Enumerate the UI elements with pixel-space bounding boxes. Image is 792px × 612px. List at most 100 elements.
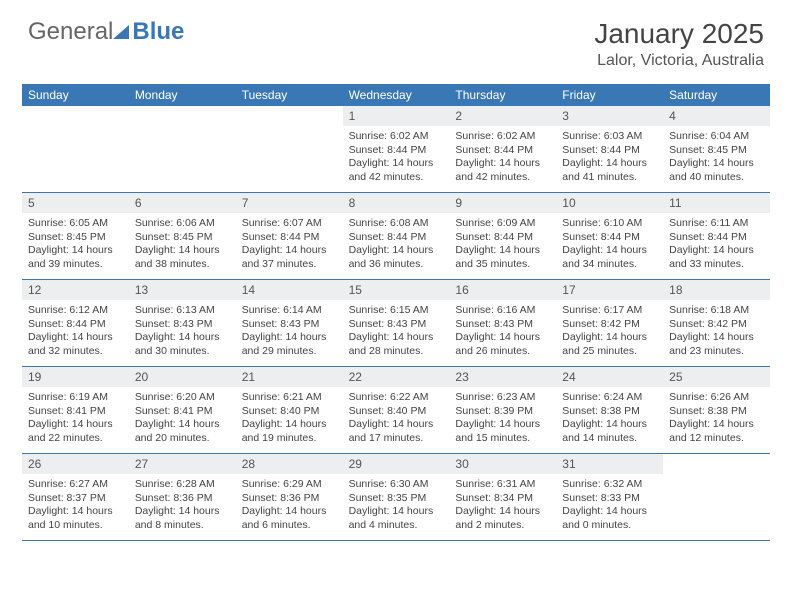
day-body: Sunrise: 6:30 AMSunset: 8:35 PMDaylight:… (343, 474, 450, 539)
day-number: 3 (556, 106, 663, 126)
day-cell: 10Sunrise: 6:10 AMSunset: 8:44 PMDayligh… (556, 193, 663, 279)
day-cell: 28Sunrise: 6:29 AMSunset: 8:36 PMDayligh… (236, 454, 343, 540)
week-row: 1Sunrise: 6:02 AMSunset: 8:44 PMDaylight… (22, 106, 770, 193)
day-body: Sunrise: 6:07 AMSunset: 8:44 PMDaylight:… (236, 213, 343, 278)
week-row: 5Sunrise: 6:05 AMSunset: 8:45 PMDaylight… (22, 193, 770, 280)
day-cell: 18Sunrise: 6:18 AMSunset: 8:42 PMDayligh… (663, 280, 770, 366)
day-body: Sunrise: 6:03 AMSunset: 8:44 PMDaylight:… (556, 126, 663, 191)
day-cell: 3Sunrise: 6:03 AMSunset: 8:44 PMDaylight… (556, 106, 663, 192)
day-header: Monday (129, 84, 236, 106)
day-number: 26 (22, 454, 129, 474)
day-number: 22 (343, 367, 450, 387)
day-number: 27 (129, 454, 236, 474)
day-cell: 12Sunrise: 6:12 AMSunset: 8:44 PMDayligh… (22, 280, 129, 366)
day-cell: 25Sunrise: 6:26 AMSunset: 8:38 PMDayligh… (663, 367, 770, 453)
day-cell: 15Sunrise: 6:15 AMSunset: 8:43 PMDayligh… (343, 280, 450, 366)
day-body: Sunrise: 6:12 AMSunset: 8:44 PMDaylight:… (22, 300, 129, 365)
day-body: Sunrise: 6:16 AMSunset: 8:43 PMDaylight:… (449, 300, 556, 365)
day-cell: 6Sunrise: 6:06 AMSunset: 8:45 PMDaylight… (129, 193, 236, 279)
day-cell: 17Sunrise: 6:17 AMSunset: 8:42 PMDayligh… (556, 280, 663, 366)
day-number: 9 (449, 193, 556, 213)
day-body: Sunrise: 6:04 AMSunset: 8:45 PMDaylight:… (663, 126, 770, 191)
day-cell: 21Sunrise: 6:21 AMSunset: 8:40 PMDayligh… (236, 367, 343, 453)
day-cell: 5Sunrise: 6:05 AMSunset: 8:45 PMDaylight… (22, 193, 129, 279)
day-number: 11 (663, 193, 770, 213)
day-body: Sunrise: 6:05 AMSunset: 8:45 PMDaylight:… (22, 213, 129, 278)
day-cell (22, 106, 129, 192)
day-number: 6 (129, 193, 236, 213)
day-cell: 20Sunrise: 6:20 AMSunset: 8:41 PMDayligh… (129, 367, 236, 453)
day-header: Sunday (22, 84, 129, 106)
day-body: Sunrise: 6:09 AMSunset: 8:44 PMDaylight:… (449, 213, 556, 278)
day-cell (129, 106, 236, 192)
day-body: Sunrise: 6:19 AMSunset: 8:41 PMDaylight:… (22, 387, 129, 452)
month-title: January 2025 (594, 18, 764, 50)
day-cell: 29Sunrise: 6:30 AMSunset: 8:35 PMDayligh… (343, 454, 450, 540)
day-number: 19 (22, 367, 129, 387)
day-number: 25 (663, 367, 770, 387)
logo-text-blue: Blue (132, 18, 184, 46)
header: General Blue January 2025 Lalor, Victori… (0, 0, 792, 76)
day-cell (663, 454, 770, 540)
day-cell: 23Sunrise: 6:23 AMSunset: 8:39 PMDayligh… (449, 367, 556, 453)
day-body: Sunrise: 6:31 AMSunset: 8:34 PMDaylight:… (449, 474, 556, 539)
day-cell: 2Sunrise: 6:02 AMSunset: 8:44 PMDaylight… (449, 106, 556, 192)
day-number: 8 (343, 193, 450, 213)
day-number: 14 (236, 280, 343, 300)
day-body: Sunrise: 6:14 AMSunset: 8:43 PMDaylight:… (236, 300, 343, 365)
day-header: Friday (556, 84, 663, 106)
day-number: 24 (556, 367, 663, 387)
day-number: 4 (663, 106, 770, 126)
day-body: Sunrise: 6:02 AMSunset: 8:44 PMDaylight:… (449, 126, 556, 191)
day-number: 31 (556, 454, 663, 474)
day-body: Sunrise: 6:10 AMSunset: 8:44 PMDaylight:… (556, 213, 663, 278)
location: Lalor, Victoria, Australia (594, 52, 764, 70)
day-body: Sunrise: 6:18 AMSunset: 8:42 PMDaylight:… (663, 300, 770, 365)
day-header: Saturday (663, 84, 770, 106)
week-row: 19Sunrise: 6:19 AMSunset: 8:41 PMDayligh… (22, 367, 770, 454)
day-cell: 8Sunrise: 6:08 AMSunset: 8:44 PMDaylight… (343, 193, 450, 279)
day-body: Sunrise: 6:29 AMSunset: 8:36 PMDaylight:… (236, 474, 343, 539)
day-number: 18 (663, 280, 770, 300)
day-number: 2 (449, 106, 556, 126)
day-body: Sunrise: 6:11 AMSunset: 8:44 PMDaylight:… (663, 213, 770, 278)
day-header: Wednesday (343, 84, 450, 106)
day-number: 12 (22, 280, 129, 300)
weeks-container: 1Sunrise: 6:02 AMSunset: 8:44 PMDaylight… (22, 106, 770, 541)
day-cell: 19Sunrise: 6:19 AMSunset: 8:41 PMDayligh… (22, 367, 129, 453)
day-body: Sunrise: 6:27 AMSunset: 8:37 PMDaylight:… (22, 474, 129, 539)
day-cell: 27Sunrise: 6:28 AMSunset: 8:36 PMDayligh… (129, 454, 236, 540)
day-body: Sunrise: 6:13 AMSunset: 8:43 PMDaylight:… (129, 300, 236, 365)
day-body: Sunrise: 6:06 AMSunset: 8:45 PMDaylight:… (129, 213, 236, 278)
day-number: 7 (236, 193, 343, 213)
day-number: 29 (343, 454, 450, 474)
day-body: Sunrise: 6:21 AMSunset: 8:40 PMDaylight:… (236, 387, 343, 452)
day-cell: 14Sunrise: 6:14 AMSunset: 8:43 PMDayligh… (236, 280, 343, 366)
week-row: 26Sunrise: 6:27 AMSunset: 8:37 PMDayligh… (22, 454, 770, 541)
day-body: Sunrise: 6:23 AMSunset: 8:39 PMDaylight:… (449, 387, 556, 452)
logo-triangle-icon (113, 25, 129, 39)
day-number: 30 (449, 454, 556, 474)
day-cell: 9Sunrise: 6:09 AMSunset: 8:44 PMDaylight… (449, 193, 556, 279)
day-number: 17 (556, 280, 663, 300)
day-cell: 30Sunrise: 6:31 AMSunset: 8:34 PMDayligh… (449, 454, 556, 540)
day-cell: 7Sunrise: 6:07 AMSunset: 8:44 PMDaylight… (236, 193, 343, 279)
day-body: Sunrise: 6:20 AMSunset: 8:41 PMDaylight:… (129, 387, 236, 452)
day-number: 13 (129, 280, 236, 300)
day-cell: 16Sunrise: 6:16 AMSunset: 8:43 PMDayligh… (449, 280, 556, 366)
day-header: Thursday (449, 84, 556, 106)
day-number: 21 (236, 367, 343, 387)
day-cell: 31Sunrise: 6:32 AMSunset: 8:33 PMDayligh… (556, 454, 663, 540)
day-number: 20 (129, 367, 236, 387)
day-cell: 1Sunrise: 6:02 AMSunset: 8:44 PMDaylight… (343, 106, 450, 192)
day-body: Sunrise: 6:08 AMSunset: 8:44 PMDaylight:… (343, 213, 450, 278)
day-cell: 22Sunrise: 6:22 AMSunset: 8:40 PMDayligh… (343, 367, 450, 453)
day-cell: 11Sunrise: 6:11 AMSunset: 8:44 PMDayligh… (663, 193, 770, 279)
day-number: 1 (343, 106, 450, 126)
logo-text-general: General (28, 18, 113, 46)
day-cell (236, 106, 343, 192)
title-block: January 2025 Lalor, Victoria, Australia (594, 18, 764, 70)
day-header-row: SundayMondayTuesdayWednesdayThursdayFrid… (22, 84, 770, 106)
week-row: 12Sunrise: 6:12 AMSunset: 8:44 PMDayligh… (22, 280, 770, 367)
day-body: Sunrise: 6:32 AMSunset: 8:33 PMDaylight:… (556, 474, 663, 539)
